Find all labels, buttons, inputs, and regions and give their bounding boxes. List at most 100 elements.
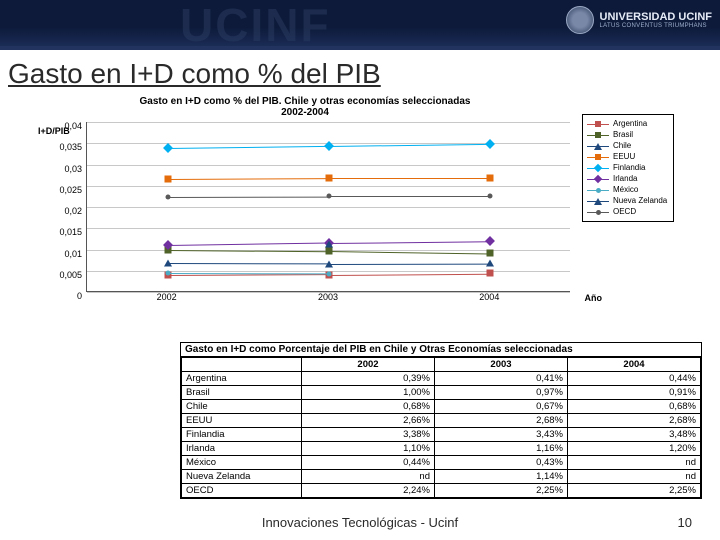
chart-y-axis: 0,040,0350,030,0250,020,0150,010,0050 [40, 122, 86, 292]
table-cell: 3,38% [302, 428, 435, 442]
table-cell: Nueva Zelanda [182, 470, 302, 484]
table-header-cell: 2003 [435, 358, 568, 372]
footer-text: Innovaciones Tecnológicas - Ucinf [0, 515, 720, 530]
table-cell: Finlandia [182, 428, 302, 442]
table-row: Nueva Zelandand1,14%nd [182, 470, 701, 484]
data-point [488, 194, 493, 199]
table-cell: 2,24% [302, 484, 435, 498]
series-segment [329, 251, 490, 255]
table-row: Brasil1,00%0,97%0,91% [182, 386, 701, 400]
series-segment [329, 241, 490, 244]
table-cell: México [182, 456, 302, 470]
table-row: Finlandia3,38%3,43%3,48% [182, 428, 701, 442]
table-row: Argentina0,39%0,41%0,44% [182, 372, 701, 386]
grid-line [87, 122, 570, 123]
table-cell: 0,91% [568, 386, 701, 400]
table-cell: Irlanda [182, 442, 302, 456]
data-point [486, 260, 494, 267]
x-tick: 2002 [86, 292, 247, 302]
table-cell: 1,10% [302, 442, 435, 456]
series-segment [329, 273, 490, 275]
table-cell: nd [568, 456, 701, 470]
table-cell: 0,41% [435, 372, 568, 386]
table-cell: Brasil [182, 386, 302, 400]
legend-item: Chile [587, 141, 669, 151]
x-tick: 2004 [409, 292, 570, 302]
table-cell: 0,67% [435, 400, 568, 414]
university-motto: LATUS CONVENTUS TRIUMPHANS [600, 23, 712, 29]
table-cell: 1,16% [435, 442, 568, 456]
legend-item: México [587, 185, 669, 195]
chart-title-line1: Gasto en I+D como % del PIB. Chile y otr… [140, 96, 471, 107]
table-cell: 1,20% [568, 442, 701, 456]
grid-line [87, 186, 570, 187]
chart-title: Gasto en I+D como % del PIB. Chile y otr… [40, 96, 570, 118]
legend-item: Brasil [587, 130, 669, 140]
data-point [487, 270, 494, 277]
series-segment [329, 178, 490, 179]
legend-item: Finlandia [587, 163, 669, 173]
chart-x-axis: 200220032004 [86, 292, 570, 302]
table-header-cell: 2002 [302, 358, 435, 372]
table-header-cell [182, 358, 302, 372]
table-body: 200220032004Argentina0,39%0,41%0,44%Bras… [181, 357, 701, 498]
series-segment [168, 243, 329, 247]
table-cell: 3,43% [435, 428, 568, 442]
table-cell: 2,66% [302, 414, 435, 428]
table-cell: 2,25% [568, 484, 701, 498]
table-row: OECD2,24%2,25%2,25% [182, 484, 701, 498]
table-cell: 2,25% [435, 484, 568, 498]
chart-plot-area: Año [86, 122, 570, 292]
legend-label: OECD [613, 207, 636, 217]
x-tick: 2003 [247, 292, 408, 302]
series-segment [168, 196, 329, 197]
table-cell: 0,68% [568, 400, 701, 414]
legend-label: Irlanda [613, 174, 637, 184]
table-row: EEUU2,66%2,68%2,68% [182, 414, 701, 428]
legend-label: Argentina [613, 119, 647, 129]
table-row: Chile0,68%0,67%0,68% [182, 400, 701, 414]
grid-line [87, 165, 570, 166]
legend-item: Irlanda [587, 174, 669, 184]
table-cell: 0,43% [435, 456, 568, 470]
banner-watermark: UCINF [180, 0, 331, 52]
table-cell: 2,68% [568, 414, 701, 428]
series-segment [329, 196, 490, 197]
chart-x-label: Año [585, 293, 603, 303]
series-segment [168, 263, 329, 264]
grid-line [87, 228, 570, 229]
page-number: 10 [678, 515, 692, 530]
grid-line [87, 292, 570, 293]
university-logo: UNIVERSIDAD UCINF LATUS CONVENTUS TRIUMP… [566, 6, 712, 34]
chart-legend: ArgentinaBrasilChileEEUUFinlandiaIrlanda… [582, 114, 674, 222]
university-name: UNIVERSIDAD UCINF [600, 12, 712, 23]
series-segment [168, 146, 329, 149]
legend-item: Argentina [587, 119, 669, 129]
table-cell: Argentina [182, 372, 302, 386]
rd-chart: Gasto en I+D como % del PIB. Chile y otr… [40, 96, 570, 302]
chart-title-line2: 2002-2004 [281, 107, 329, 118]
table-row: México0,44%0,43%nd [182, 456, 701, 470]
table-cell: 0,68% [302, 400, 435, 414]
logo-seal-icon [566, 6, 594, 34]
legend-label: Chile [613, 141, 631, 151]
legend-label: Nueva Zelanda [613, 196, 667, 206]
table-cell: nd [302, 470, 435, 484]
data-point [487, 250, 494, 257]
series-segment [329, 263, 490, 264]
table-cell: 1,00% [302, 386, 435, 400]
series-segment [168, 275, 329, 277]
legend-label: EEUU [613, 152, 635, 162]
data-point [487, 238, 494, 245]
table-cell: EEUU [182, 414, 302, 428]
data-point [487, 141, 494, 148]
table-cell: 0,97% [435, 386, 568, 400]
header-banner: UCINF UNIVERSIDAD UCINF LATUS CONVENTUS … [0, 0, 720, 50]
page-title: Gasto en I+D como % del PIB [0, 50, 720, 92]
table-cell: nd [568, 470, 701, 484]
table-row: Irlanda1,10%1,16%1,20% [182, 442, 701, 456]
data-point [487, 175, 494, 182]
table-title: Gasto en I+D como Porcentaje del PIB en … [181, 343, 701, 357]
table-cell: 3,48% [568, 428, 701, 442]
table-cell: Chile [182, 400, 302, 414]
